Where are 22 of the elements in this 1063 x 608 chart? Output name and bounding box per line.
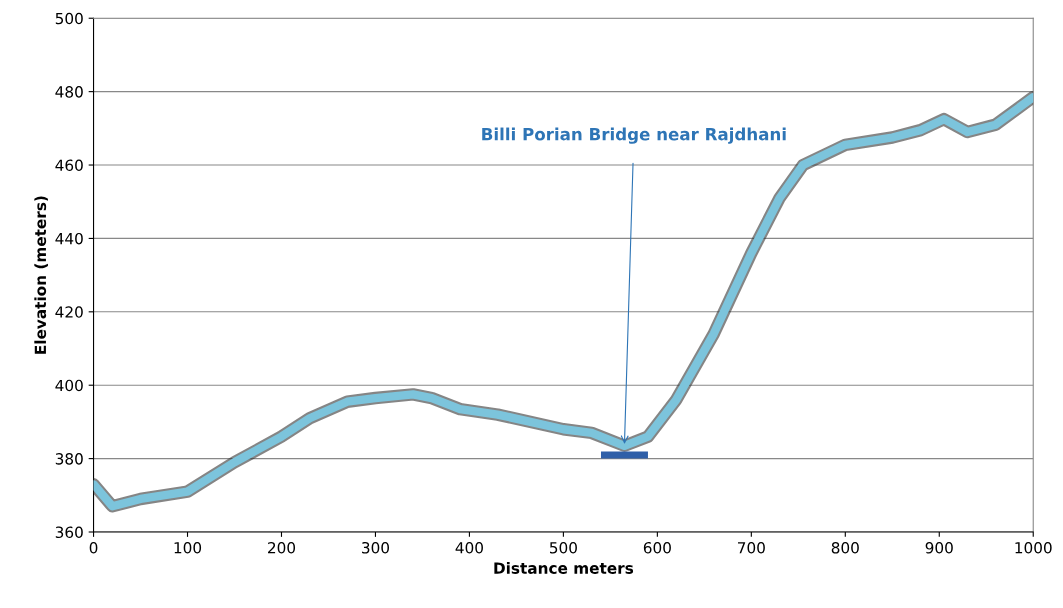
x-axis-title: Distance meters	[494, 562, 634, 574]
x-tick-label: 900	[925, 541, 953, 554]
y-tick-label: 460	[55, 159, 83, 172]
y-tick-label: 500	[55, 12, 83, 25]
y-tick-label: 440	[55, 232, 83, 245]
y-tick-label: 360	[55, 526, 83, 539]
x-tick-label: 200	[268, 541, 296, 554]
y-tick-label: 400	[55, 379, 83, 392]
x-tick-label: 400	[455, 541, 483, 554]
x-tick-label: 500	[549, 541, 577, 554]
annotation: Billi Porian Bridge near Rajdhani	[482, 127, 786, 144]
y-tick-label: 420	[55, 306, 83, 318]
x-tick-label: 800	[831, 541, 859, 554]
x-tick-label: 100	[174, 541, 202, 554]
x-tick-label: 0	[89, 541, 98, 554]
y-tick-label: 380	[55, 453, 83, 465]
x-tick-label: 1000	[1015, 541, 1052, 554]
x-tick-label: 600	[643, 541, 671, 554]
y-axis-title: Elevation (meters)	[34, 196, 48, 354]
x-tick-label: 300	[362, 541, 390, 554]
x-tick-label: 700	[738, 541, 765, 554]
y-tick-label: 480	[55, 86, 83, 98]
